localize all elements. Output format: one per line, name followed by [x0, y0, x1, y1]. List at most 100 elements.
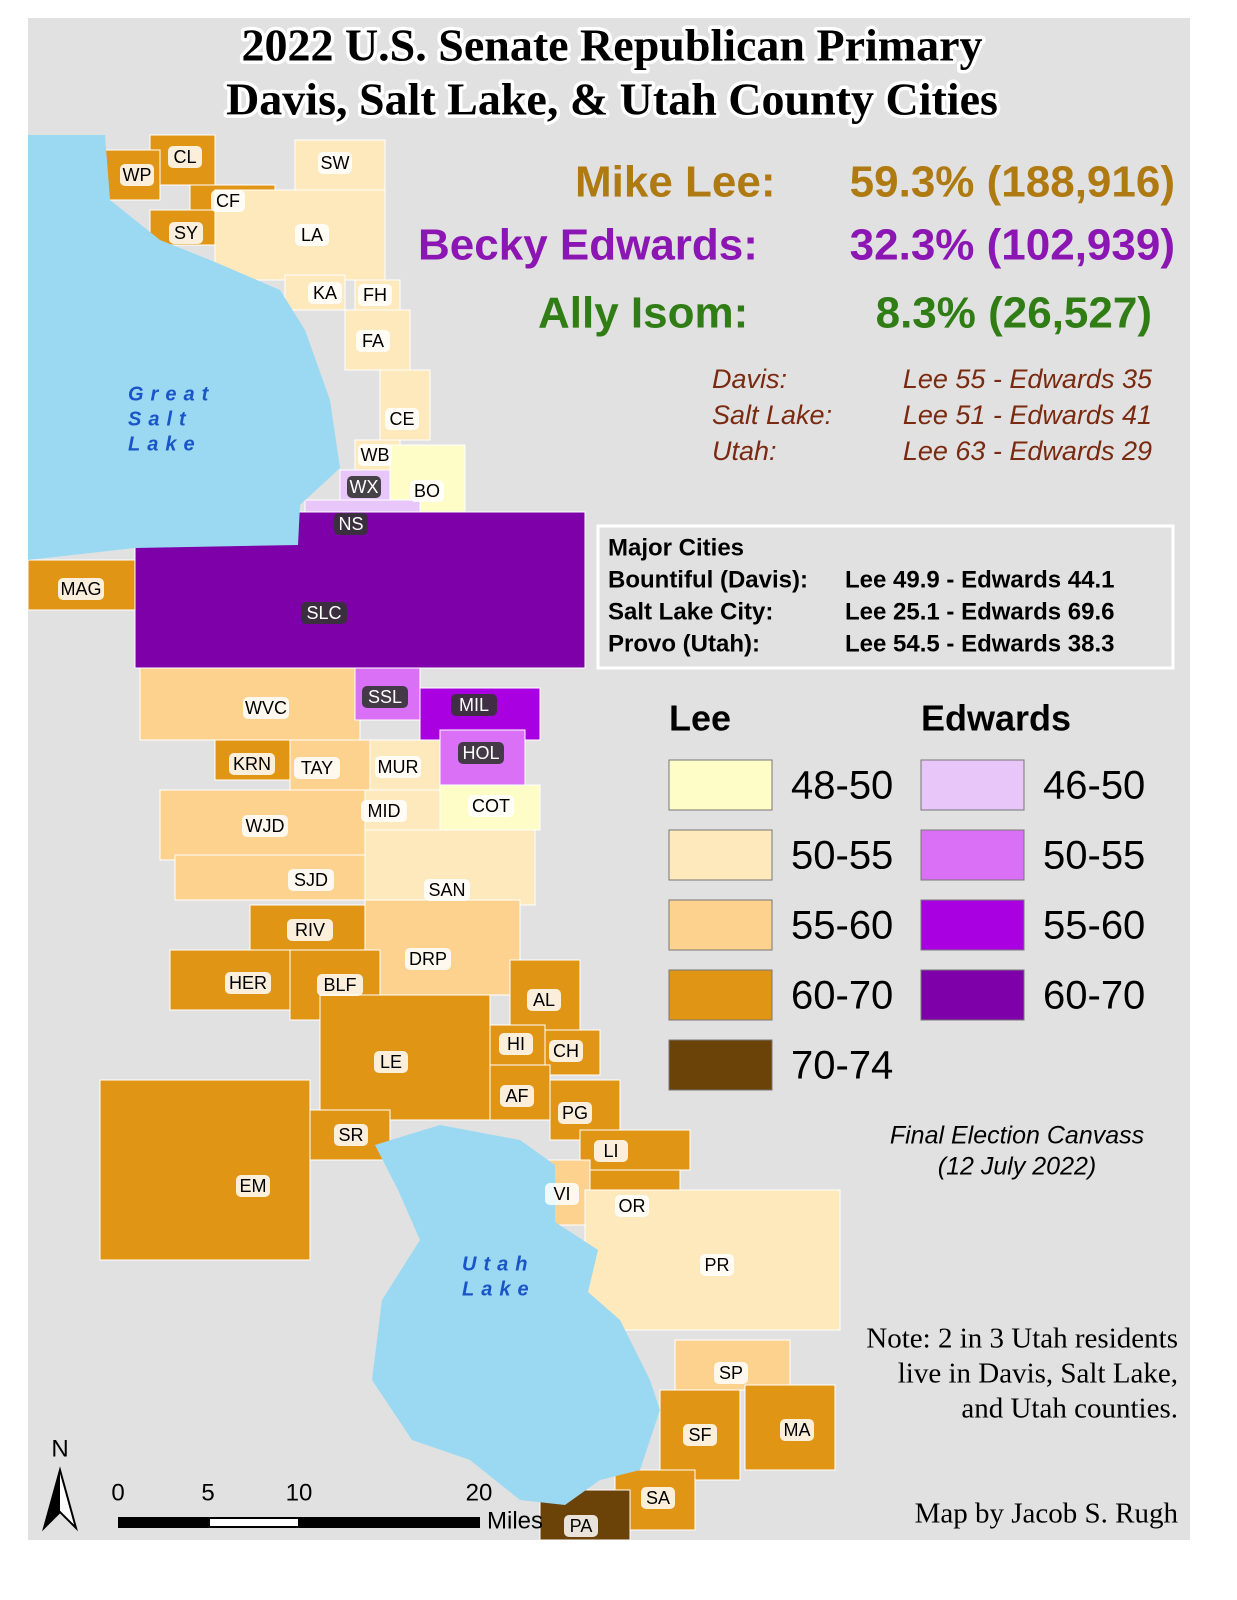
- title: 2022 U.S. Senate Republican Primary: [241, 20, 982, 71]
- city-label-box: [549, 1040, 583, 1062]
- city-label-box: [58, 578, 104, 600]
- great-salt-lake: [28, 135, 340, 560]
- county-result: Lee 51 - Edwards 41: [903, 400, 1152, 430]
- note: live in Davis, Salt Lake,: [898, 1358, 1178, 1390]
- city-label: HER: [229, 973, 267, 993]
- scale-label: 10: [286, 1479, 313, 1506]
- city-label: FA: [362, 331, 384, 351]
- city-label: OR: [619, 1196, 646, 1216]
- county-name: Utah:: [712, 436, 777, 466]
- major-city-result: Lee 54.5 - Edwards 38.3: [845, 630, 1114, 657]
- legend-label: 55-60: [791, 904, 893, 948]
- city-label-box: [780, 1419, 814, 1441]
- city-label: LI: [603, 1141, 618, 1161]
- water-label: Lake: [128, 433, 202, 455]
- city-label-box: [424, 879, 470, 901]
- city-label: WB: [361, 445, 390, 465]
- county-result: Lee 63 - Edwards 29: [903, 436, 1152, 466]
- city-label-box: [225, 972, 271, 994]
- city-labels: CL WP CF SY SW LA KA FH FA CE WB BO WX NS SLC MAG WVC SSL…: [58, 146, 814, 1537]
- legend-label: 48-50: [791, 764, 893, 808]
- city-label-box: [361, 800, 407, 822]
- legend-swatch: [920, 759, 1025, 811]
- major-cities-title: Major Cities: [608, 534, 744, 561]
- scale-label: 20: [466, 1479, 493, 1506]
- legend-swatch: [920, 899, 1025, 951]
- city-label-box: [243, 697, 289, 719]
- city-label: CH: [553, 1041, 579, 1061]
- city-label: RIV: [295, 920, 325, 940]
- city-label: KRN: [233, 754, 271, 774]
- city-label: MIL: [459, 695, 489, 715]
- city-label-box: [301, 602, 347, 624]
- city-label-box: [615, 1195, 649, 1217]
- city-label: SSL: [368, 687, 402, 707]
- city-label-box: [405, 948, 451, 970]
- city-label: VI: [553, 1184, 570, 1204]
- city-label-box: [288, 869, 334, 891]
- city-label: WJD: [246, 816, 285, 836]
- scale-label: 5: [201, 1479, 214, 1506]
- north-label: N: [51, 1435, 68, 1462]
- city-label-box: [308, 282, 342, 304]
- north-arrow-half: [44, 1470, 60, 1528]
- city-label-box: [558, 1102, 592, 1124]
- city-label: MUR: [378, 757, 419, 777]
- city-label: SF: [688, 1425, 711, 1445]
- utah-lake: [372, 1125, 660, 1505]
- candidate-name: Ally Isom:: [538, 289, 748, 338]
- city-label: PA: [570, 1516, 593, 1536]
- city-label: MID: [368, 801, 401, 821]
- city-label: SR: [338, 1125, 363, 1145]
- city-region: [174, 854, 391, 901]
- city-label: EM: [240, 1176, 267, 1196]
- candidate-name: Mike Lee:: [575, 158, 776, 207]
- canvass-note: (12 July 2022): [938, 1153, 1096, 1181]
- city-label-box: [358, 444, 392, 466]
- city-label: WP: [123, 165, 152, 185]
- water-label: Utah: [462, 1253, 534, 1275]
- city-label-box: [294, 757, 340, 779]
- major-city-name: Bountiful (Davis):: [608, 566, 808, 593]
- city-label: HOL: [462, 743, 499, 763]
- city-label-box: [358, 284, 392, 306]
- city-label-box: [334, 513, 368, 535]
- city-label-box: [120, 164, 154, 186]
- major-city-name: Provo (Utah):: [608, 630, 760, 657]
- legend-label: 55-60: [1043, 904, 1145, 948]
- city-label: BO: [414, 481, 440, 501]
- legend-label: 60-70: [1043, 974, 1145, 1018]
- city-label: HI: [507, 1034, 525, 1054]
- city-label: FH: [363, 285, 387, 305]
- city-label: COT: [472, 796, 510, 816]
- legend-label: 50-55: [791, 834, 893, 878]
- city-label-box: [295, 224, 329, 246]
- city-label: SP: [719, 1363, 743, 1383]
- scale-bar-segment: [210, 1519, 298, 1526]
- water-label: Lake: [462, 1278, 536, 1300]
- city-label-box: [527, 989, 561, 1011]
- city-label-box: [287, 919, 333, 941]
- city-label-box: [168, 146, 202, 168]
- city-label-box: [500, 1085, 534, 1107]
- city-regions: [27, 134, 841, 1541]
- legend-swatch: [668, 969, 773, 1021]
- county-name: Davis:: [712, 364, 787, 394]
- city-label: TAY: [301, 758, 333, 778]
- city-label-box: [211, 190, 245, 212]
- city-label: PR: [704, 1255, 729, 1275]
- scale-label: 0: [111, 1479, 124, 1506]
- city-label-box: [317, 974, 363, 996]
- candidate-result: 59.3% (188,916): [850, 158, 1175, 207]
- city-label-box: [242, 815, 288, 837]
- county-name: Salt Lake:: [712, 400, 832, 430]
- candidate-result: 8.3% (26,527): [876, 289, 1152, 338]
- legend-swatch: [920, 829, 1025, 881]
- legend-title: Edwards: [921, 698, 1071, 739]
- legend-swatch: [668, 759, 773, 811]
- city-label: SJD: [294, 870, 328, 890]
- city-label-box: [236, 1175, 270, 1197]
- legend-label: 46-50: [1043, 764, 1145, 808]
- note: and Utah counties.: [961, 1393, 1178, 1425]
